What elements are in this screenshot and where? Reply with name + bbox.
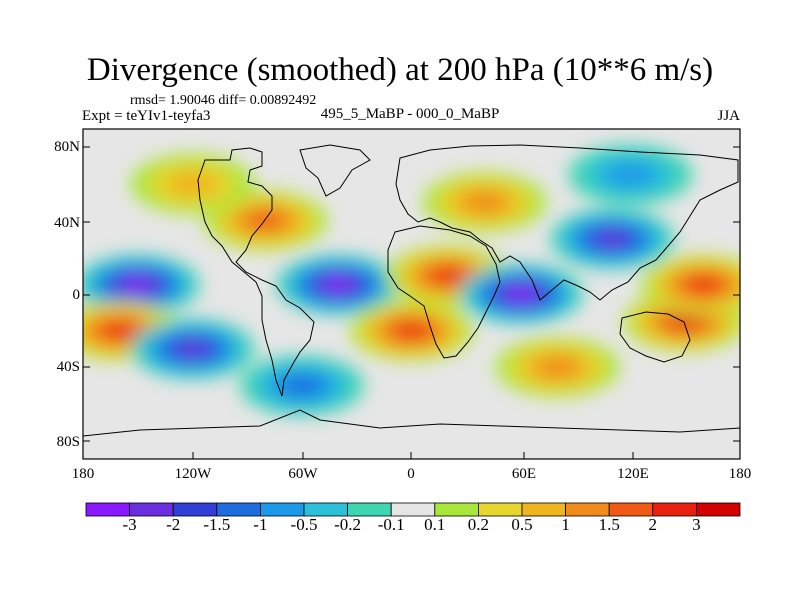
lat-tick-80n: 80N: [54, 139, 80, 155]
coastline-greenland: [299, 144, 371, 197]
colorbar-label-11: 1.5: [598, 515, 620, 534]
chart-title: Divergence (smoothed) at 200 hPa (10**6 …: [86, 52, 714, 88]
colorbar-swatch-14: [696, 502, 741, 517]
axis-ticks: [83, 146, 740, 459]
field-anomaly-5: [508, 288, 534, 300]
comparison-label: 495_5_MaBP - 000_0_MaBP: [320, 106, 500, 122]
coastline-eurasia: [395, 144, 739, 301]
colorbar: [85, 502, 741, 517]
field-anomaly-14: [178, 342, 207, 356]
lat-tick-0: 0: [72, 287, 81, 303]
lon-tick-120w: 120W: [174, 466, 212, 482]
lon-tick-180e: 180: [728, 466, 752, 482]
experiment-label: Expt = teYIv1-teyfa3: [82, 108, 211, 124]
lat-tick-80s: 80S: [56, 434, 80, 450]
lon-tick-60e: 60E: [511, 466, 537, 482]
colorbar-label-5: -0.2: [334, 515, 362, 534]
field-anomaly-2: [248, 212, 283, 229]
field-anomaly-7: [670, 314, 700, 329]
coastline-americas: [197, 147, 315, 397]
colorbar-label-12: 2: [648, 515, 658, 534]
stats-label: rmsd= 1.90046 diff= 0.00892492: [130, 93, 317, 108]
lon-tick-0: 0: [407, 466, 415, 482]
field-anomaly-11: [689, 277, 718, 292]
colorbar-label-10: 1: [561, 515, 570, 534]
lon-tick-120e: 120E: [617, 466, 649, 482]
field-anomaly-0: [125, 278, 151, 291]
coastline-antarctica: [82, 409, 741, 437]
field-anomaly-4: [433, 268, 463, 283]
season-label: JJA: [717, 108, 740, 124]
lat-tick-40s: 40S: [56, 359, 80, 375]
coastline-australia: [619, 311, 691, 363]
lon-tick-180w: 180: [71, 466, 95, 482]
field-anomaly-10: [463, 192, 506, 213]
colorbar-label-0: -3: [122, 515, 137, 534]
colorbar-label-13: 3: [692, 515, 701, 534]
field-anomaly-1: [105, 323, 134, 338]
coastlines: [82, 144, 741, 437]
lon-tick-60w: 60W: [288, 466, 318, 482]
colorbar-label-4: -0.5: [290, 515, 318, 534]
field-layer: [83, 129, 740, 459]
field-anomaly-12: [281, 375, 323, 396]
field-anomaly-6: [597, 232, 627, 246]
colorbar-label-3: -1: [253, 515, 268, 534]
field-anomaly-8: [397, 323, 426, 338]
field-anomaly-13: [536, 357, 579, 378]
lat-tick-40n: 40N: [54, 215, 80, 231]
field-anomaly-15: [603, 161, 658, 188]
field-anomaly-3: [326, 278, 351, 291]
colorbar-label-1: -2: [166, 515, 181, 534]
colorbar-label-6: -0.1: [377, 515, 405, 534]
colorbar-label-2: -1.5: [203, 515, 231, 534]
colorbar-label-8: 0.2: [467, 515, 490, 534]
coastline-africa: [387, 225, 501, 359]
field-anomaly-9: [165, 171, 220, 197]
colorbar-label-7: 0.1: [424, 515, 446, 534]
colorbar-label-9: 0.5: [511, 515, 533, 534]
